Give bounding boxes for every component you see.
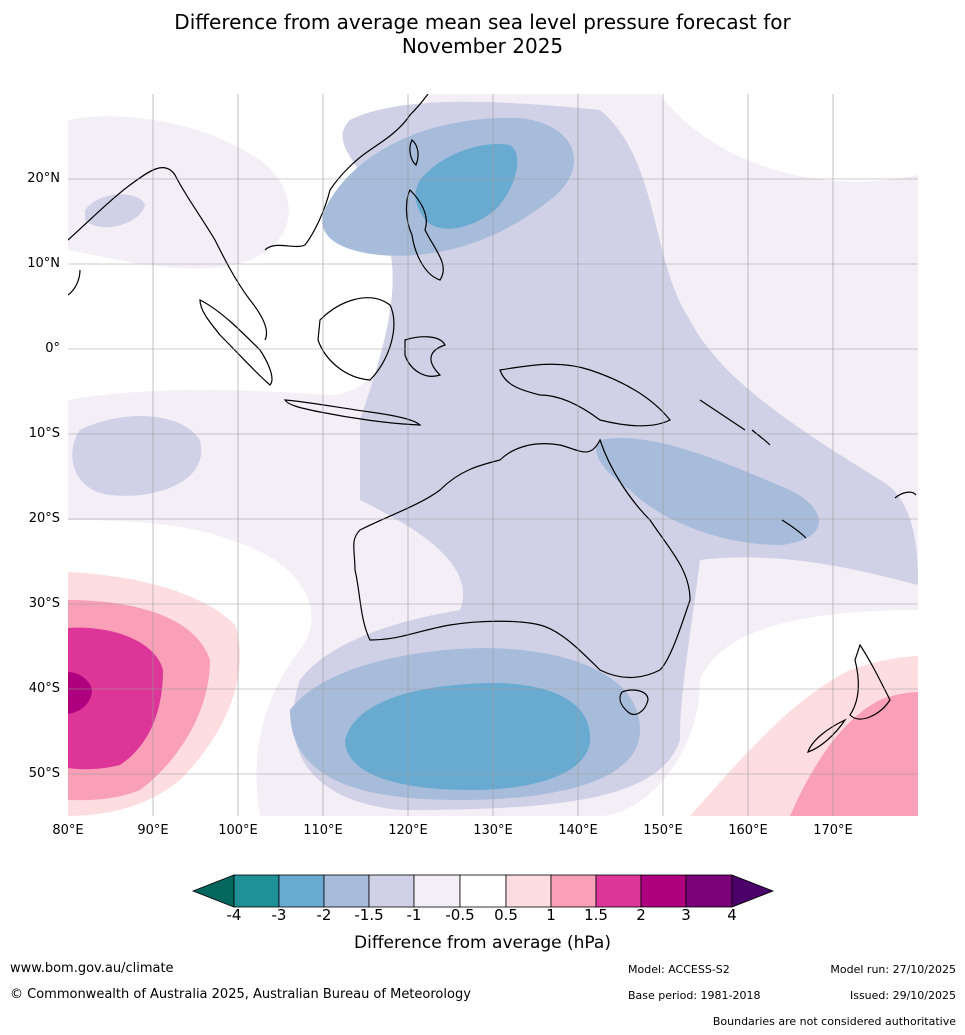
colorbar-tick: -0.5	[445, 906, 475, 924]
colorbar-tick: 1	[546, 906, 556, 924]
lon-label: 170°E	[813, 823, 853, 838]
colorbar	[191, 874, 775, 908]
colorbar-bin-11	[685, 874, 733, 908]
colorbar-tick: -1	[406, 906, 422, 924]
anomaly-contour-pos-1p5-west	[68, 627, 163, 770]
lat-label: 10°N	[27, 256, 60, 271]
title-line-1: Difference from average mean sea level p…	[174, 10, 791, 34]
colorbar-tick: 2	[636, 906, 646, 924]
lon-label: 100°E	[218, 823, 258, 838]
colorbar-tick: 0.5	[494, 906, 518, 924]
lon-label: 120°E	[388, 823, 428, 838]
copyright-text: © Commonwealth of Australia 2025, Austra…	[10, 987, 471, 1002]
sumatra-coastline	[199, 299, 273, 386]
colorbar-bin-7	[505, 874, 552, 908]
colorbar-bin-10	[640, 874, 687, 908]
anomaly-contour-pos-1-east	[790, 692, 918, 816]
lon-label: 130°E	[473, 823, 513, 838]
colorbar-tick: 1.5	[584, 906, 608, 924]
asia-mainland-coastline	[68, 94, 429, 341]
colorbar-tick: -2	[316, 906, 332, 924]
colorbar-bin-8	[550, 874, 597, 908]
java-coastline	[283, 399, 422, 426]
colorbar-bin-2	[278, 874, 325, 908]
graticule	[68, 94, 918, 816]
colorbar-extend-min	[191, 874, 235, 908]
lon-label: 90°E	[137, 823, 169, 838]
australia-coastline	[353, 438, 691, 679]
website-link[interactable]: www.bom.gov.au/climate	[10, 961, 174, 976]
anomaly-contour-neg-1p5-east	[596, 438, 819, 545]
borneo-coastline	[317, 297, 395, 381]
anomaly-contour-neg-2-north	[415, 144, 518, 229]
anomaly-contour-neg-1-west	[72, 416, 202, 496]
fiji-coastline	[894, 491, 917, 499]
chart-title: Difference from average mean sea level p…	[0, 10, 965, 58]
model-name: Model: ACCESS-S2	[628, 963, 730, 976]
philippines-coastline	[405, 188, 444, 281]
colorbar-bin-4	[368, 874, 415, 908]
issued-date: Issued: 29/10/2025	[849, 989, 956, 1002]
anomaly-contour-neg-1-northwest	[85, 194, 145, 228]
colorbar-tick: -1.5	[354, 906, 384, 924]
lon-label: 80°E	[52, 823, 84, 838]
lon-label: 150°E	[643, 823, 683, 838]
colorbar-bin-3	[323, 874, 370, 908]
anomaly-contour-pos-2-west	[68, 672, 92, 714]
colorbar-bin-6	[459, 874, 507, 908]
anomaly-field	[68, 94, 918, 816]
colorbar-bin-5	[413, 874, 461, 908]
new-guinea-coastline	[499, 363, 671, 427]
colorbar-tick: -3	[271, 906, 287, 924]
colorbar-tick: 4	[727, 906, 737, 924]
colorbar-tick: 3	[681, 906, 691, 924]
lat-label: 10°S	[28, 426, 60, 441]
india-coastline	[68, 269, 81, 296]
lat-label: 0°	[45, 341, 60, 356]
sulawesi-coastline	[404, 336, 446, 377]
lat-label: 50°S	[28, 766, 60, 781]
lat-label: 20°N	[27, 171, 60, 186]
lat-label: 40°S	[28, 681, 60, 696]
colorbar-bin-1	[233, 874, 280, 908]
lon-label: 140°E	[558, 823, 598, 838]
boundaries-disclaimer: Boundaries are not considered authoritat…	[712, 1015, 956, 1028]
taiwan-coastline	[409, 139, 419, 166]
colorbar-label: Difference from average (hPa)	[354, 933, 611, 953]
lat-label: 20°S	[28, 511, 60, 526]
colorbar-tick: -4	[226, 906, 242, 924]
new-zealand-coastline	[807, 643, 891, 753]
model-run-date: Model run: 27/10/2025	[830, 963, 956, 976]
lat-label: 30°S	[28, 596, 60, 611]
colorbar-extend-max	[731, 874, 775, 908]
colorbar-bin-9	[595, 874, 642, 908]
anomaly-contour-light-negative-north	[68, 116, 289, 269]
tasmania-coastline	[619, 689, 649, 715]
anomaly-contour-neg-2-south	[345, 683, 591, 790]
base-period: Base period: 1981-2018	[628, 989, 761, 1002]
solomon-islands-coastline	[699, 399, 771, 446]
lon-label: 160°E	[728, 823, 768, 838]
new-caledonia-coastline	[781, 519, 807, 539]
title-line-2: November 2025	[401, 34, 564, 58]
lon-label: 110°E	[303, 823, 343, 838]
